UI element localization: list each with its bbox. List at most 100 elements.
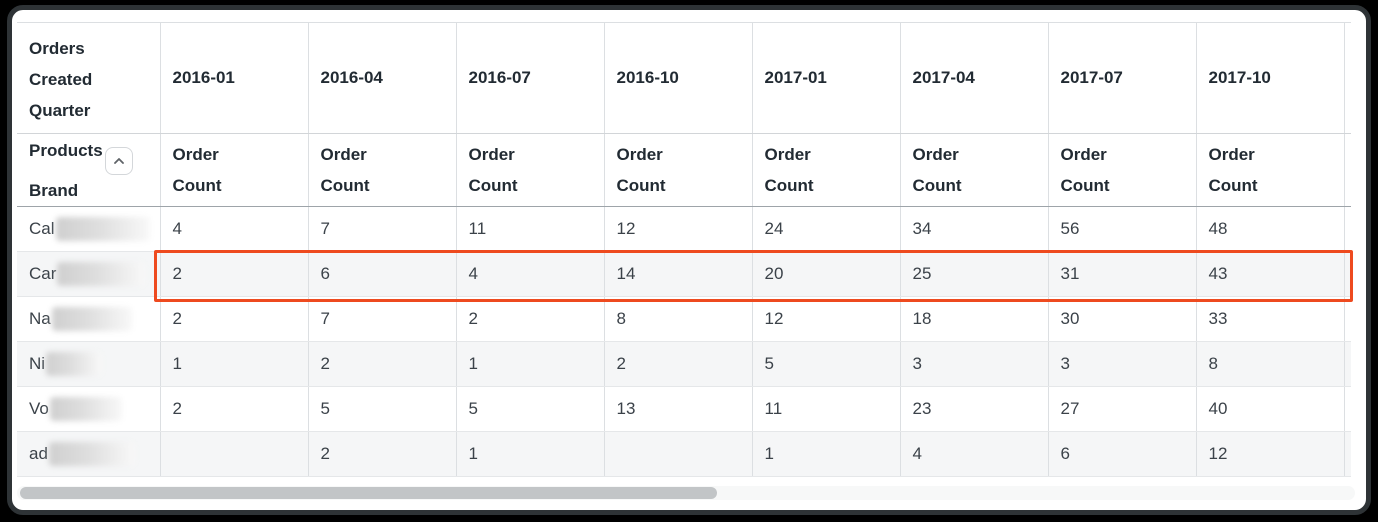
pivot-table-container: Orders Created Quarter 2016-01 2016-04 2… (17, 17, 1351, 479)
data-cell[interactable]: 1 (159, 341, 308, 387)
data-cell[interactable]: 3 (1047, 341, 1196, 387)
data-cell[interactable]: 1 (751, 431, 900, 477)
data-cell[interactable]: 30 (1047, 296, 1196, 342)
data-cell[interactable]: 33 (1195, 296, 1344, 342)
data-cell[interactable]: 20 (751, 251, 900, 297)
data-cell[interactable]: 2 (307, 341, 456, 387)
data-cell[interactable]: 23 (899, 386, 1048, 432)
data-cell[interactable]: 34 (899, 206, 1048, 252)
data-cell[interactable]: 12 (603, 206, 752, 252)
data-cell[interactable]: 43 (1195, 251, 1344, 297)
table-row-ad: ad 2 1 1 4 6 12 (17, 431, 1351, 477)
pivot-table: Orders Created Quarter 2016-01 2016-04 2… (17, 22, 1351, 477)
brand-cell[interactable]: Ni (17, 341, 160, 387)
data-cell[interactable]: 13 (603, 386, 752, 432)
data-cell[interactable]: 25 (899, 251, 1048, 297)
data-cell[interactable]: 31 (1047, 251, 1196, 297)
data-cell[interactable]: 11 (751, 386, 900, 432)
data-cell[interactable] (159, 431, 308, 477)
corner-header-orders-created-quarter[interactable]: Orders Created Quarter (17, 22, 160, 134)
redacted-brand-blur (48, 442, 135, 466)
data-cell[interactable]: 8 (1195, 341, 1344, 387)
quarter-header-2016-04[interactable]: 2016-04 (307, 22, 456, 134)
data-cell[interactable]: 48 (1195, 206, 1344, 252)
data-cell[interactable]: 11 (455, 206, 604, 252)
data-cell[interactable]: 8 (603, 296, 752, 342)
data-cell[interactable]: 56 (1047, 206, 1196, 252)
measure-header[interactable]: Order Count (307, 133, 456, 207)
data-cell[interactable]: 4 (455, 251, 604, 297)
data-cell[interactable] (603, 431, 752, 477)
redacted-brand-blur (51, 307, 132, 331)
data-cell[interactable]: 2 (455, 296, 604, 342)
measure-header-stub (1343, 133, 1351, 207)
data-cell[interactable]: 4 (159, 206, 308, 252)
redacted-brand-blur (57, 262, 146, 286)
brand-cell[interactable]: Cal (17, 206, 160, 252)
row-dimension-header-products-brand[interactable]: Products Brand (17, 133, 160, 207)
data-cell[interactable]: 18 (899, 296, 1048, 342)
quarter-header-2016-10[interactable]: 2016-10 (603, 22, 752, 134)
data-cell[interactable]: 14 (603, 251, 752, 297)
brand-cell[interactable]: Car (17, 251, 160, 297)
quarter-header-2017-07[interactable]: 2017-07 (1047, 22, 1196, 134)
data-cell[interactable]: 4 (899, 431, 1048, 477)
corner-header-line2: Created (29, 69, 93, 89)
quarter-header-2016-01[interactable]: 2016-01 (159, 22, 308, 134)
horizontal-scrollbar-track[interactable] (17, 486, 1355, 500)
stub-cell (1343, 341, 1351, 387)
measure-header[interactable]: Order Count (159, 133, 308, 207)
data-cell[interactable]: 2 (159, 296, 308, 342)
data-cell[interactable]: 12 (751, 296, 900, 342)
table-row-vo: Vo 2 5 5 13 11 23 27 40 (17, 386, 1351, 432)
table-row-ni: Ni 1 2 1 2 5 3 3 8 (17, 341, 1351, 387)
measure-header[interactable]: Order Count (899, 133, 1048, 207)
horizontal-scrollbar-thumb[interactable] (20, 487, 717, 499)
data-cell[interactable]: 5 (455, 386, 604, 432)
stub-cell (1343, 296, 1351, 342)
data-cell[interactable]: 2 (159, 251, 308, 297)
redacted-brand-blur (46, 352, 103, 376)
measure-header[interactable]: Order Count (455, 133, 604, 207)
quarter-header-2017-04[interactable]: 2017-04 (899, 22, 1048, 134)
data-cell[interactable]: 2 (603, 341, 752, 387)
table-row-cal: Cal 4 7 11 12 24 34 56 48 (17, 206, 1351, 252)
data-cell[interactable]: 27 (1047, 386, 1196, 432)
data-cell[interactable]: 6 (307, 251, 456, 297)
data-cell[interactable]: 7 (307, 296, 456, 342)
data-cell[interactable]: 1 (455, 341, 604, 387)
brand-cell[interactable]: ad (17, 431, 160, 477)
brand-cell[interactable]: Na (17, 296, 160, 342)
table-row-car-highlighted: Car 2 6 4 14 20 25 31 43 (17, 251, 1351, 297)
quarter-header-stub (1343, 22, 1351, 134)
collapse-column-button[interactable] (104, 146, 133, 175)
quarter-header-2017-10[interactable]: 2017-10 (1195, 22, 1344, 134)
measure-header[interactable]: Order Count (603, 133, 752, 207)
products-label-with-collapse: Products (29, 135, 152, 175)
data-cell[interactable]: 6 (1047, 431, 1196, 477)
measure-header-row: Products Brand Order Count Order Count O… (17, 133, 1351, 207)
data-cell[interactable]: 5 (751, 341, 900, 387)
measure-header[interactable]: Order Count (1195, 133, 1344, 207)
data-cell[interactable]: 5 (307, 386, 456, 432)
brand-cell[interactable]: Vo (17, 386, 160, 432)
data-cell[interactable]: 7 (307, 206, 456, 252)
row-dimension-line1: Products (29, 140, 103, 160)
data-cell[interactable]: 2 (307, 431, 456, 477)
stub-cell (1343, 251, 1351, 297)
stub-cell (1343, 206, 1351, 252)
corner-header-line3: Quarter (29, 100, 91, 120)
data-cell[interactable]: 40 (1195, 386, 1344, 432)
measure-header[interactable]: Order Count (1047, 133, 1196, 207)
corner-header-line1: Orders (29, 38, 85, 58)
data-cell[interactable]: 24 (751, 206, 900, 252)
data-cell[interactable]: 1 (455, 431, 604, 477)
data-cell[interactable]: 12 (1195, 431, 1344, 477)
measure-header[interactable]: Order Count (751, 133, 900, 207)
data-cell[interactable]: 2 (159, 386, 308, 432)
redacted-brand-blur (55, 217, 150, 241)
quarter-header-2016-07[interactable]: 2016-07 (455, 22, 604, 134)
quarter-header-2017-01[interactable]: 2017-01 (751, 22, 900, 134)
data-cell[interactable]: 3 (899, 341, 1048, 387)
